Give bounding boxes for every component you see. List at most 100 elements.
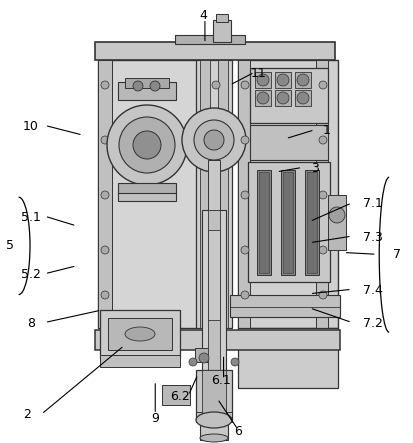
Bar	[306, 172, 316, 273]
Bar	[294, 90, 310, 106]
Text: 6.1: 6.1	[211, 374, 231, 388]
Bar	[212, 20, 230, 42]
Circle shape	[318, 81, 326, 89]
Circle shape	[240, 191, 248, 199]
Text: 5: 5	[6, 239, 14, 253]
Text: 8: 8	[27, 317, 35, 330]
Circle shape	[296, 92, 308, 104]
Bar	[118, 82, 176, 100]
Circle shape	[211, 136, 219, 144]
Text: 3: 3	[310, 162, 318, 175]
Circle shape	[133, 131, 161, 159]
Circle shape	[256, 74, 268, 86]
Circle shape	[240, 246, 248, 254]
Circle shape	[240, 81, 248, 89]
Text: 7.2: 7.2	[362, 317, 382, 330]
Circle shape	[230, 358, 238, 366]
Circle shape	[107, 105, 187, 185]
Text: 5.2: 5.2	[21, 268, 41, 281]
Circle shape	[101, 291, 109, 299]
Circle shape	[101, 81, 109, 89]
Text: 7.3: 7.3	[362, 230, 382, 244]
Circle shape	[211, 191, 219, 199]
Circle shape	[119, 117, 175, 173]
Circle shape	[240, 136, 248, 144]
Bar	[207, 160, 219, 210]
Bar	[95, 330, 339, 350]
Bar	[118, 193, 176, 201]
Bar	[274, 90, 290, 106]
Bar	[207, 230, 219, 320]
Ellipse shape	[125, 327, 154, 341]
Text: 7.4: 7.4	[362, 284, 382, 297]
Circle shape	[101, 191, 109, 199]
Bar	[161, 385, 190, 405]
Circle shape	[328, 207, 344, 223]
Text: 2: 2	[23, 408, 31, 421]
Bar	[315, 60, 327, 328]
Circle shape	[194, 120, 233, 160]
Bar	[282, 172, 292, 273]
Bar	[247, 162, 329, 282]
Circle shape	[318, 291, 326, 299]
Circle shape	[318, 246, 326, 254]
Bar	[274, 72, 290, 88]
Bar	[218, 60, 228, 328]
Circle shape	[211, 81, 219, 89]
Bar	[95, 42, 334, 60]
Bar	[195, 370, 231, 420]
Bar	[125, 78, 169, 88]
Bar	[98, 60, 112, 328]
Bar	[254, 72, 271, 88]
Bar	[237, 328, 337, 388]
Text: 11: 11	[250, 66, 266, 80]
Bar	[108, 318, 171, 350]
Bar	[256, 170, 271, 275]
Bar	[237, 60, 249, 328]
Circle shape	[133, 81, 142, 91]
Circle shape	[150, 81, 159, 91]
Circle shape	[204, 130, 223, 150]
Bar	[209, 60, 223, 328]
Text: 9: 9	[151, 412, 159, 425]
Bar	[175, 35, 244, 44]
Circle shape	[211, 291, 219, 299]
Bar	[100, 355, 180, 367]
Circle shape	[182, 108, 245, 172]
Bar	[202, 210, 225, 380]
Text: 6.2: 6.2	[170, 390, 190, 403]
Circle shape	[101, 136, 109, 144]
Bar	[294, 72, 310, 88]
Bar	[254, 90, 271, 106]
Circle shape	[318, 136, 326, 144]
Text: 1: 1	[322, 124, 330, 137]
Circle shape	[276, 74, 288, 86]
Bar	[207, 210, 219, 380]
Circle shape	[211, 246, 219, 254]
Bar	[230, 295, 339, 317]
Bar	[259, 172, 268, 273]
Text: 5.1: 5.1	[21, 210, 41, 224]
Circle shape	[276, 92, 288, 104]
Ellipse shape	[195, 412, 231, 428]
Bar	[98, 60, 223, 328]
Text: 10: 10	[23, 120, 39, 133]
Bar	[327, 195, 345, 250]
Circle shape	[296, 74, 308, 86]
Bar	[237, 60, 337, 328]
Text: 4: 4	[198, 9, 206, 22]
Bar	[118, 183, 176, 195]
Circle shape	[318, 191, 326, 199]
Bar	[199, 420, 228, 440]
Bar	[216, 14, 228, 22]
Text: 6: 6	[233, 425, 242, 439]
Bar	[249, 68, 327, 123]
Bar	[199, 60, 209, 328]
Bar	[249, 125, 327, 160]
Circle shape	[240, 291, 248, 299]
Bar	[202, 370, 225, 420]
Bar	[100, 310, 180, 358]
Circle shape	[101, 246, 109, 254]
Ellipse shape	[199, 434, 228, 442]
Bar	[280, 170, 294, 275]
